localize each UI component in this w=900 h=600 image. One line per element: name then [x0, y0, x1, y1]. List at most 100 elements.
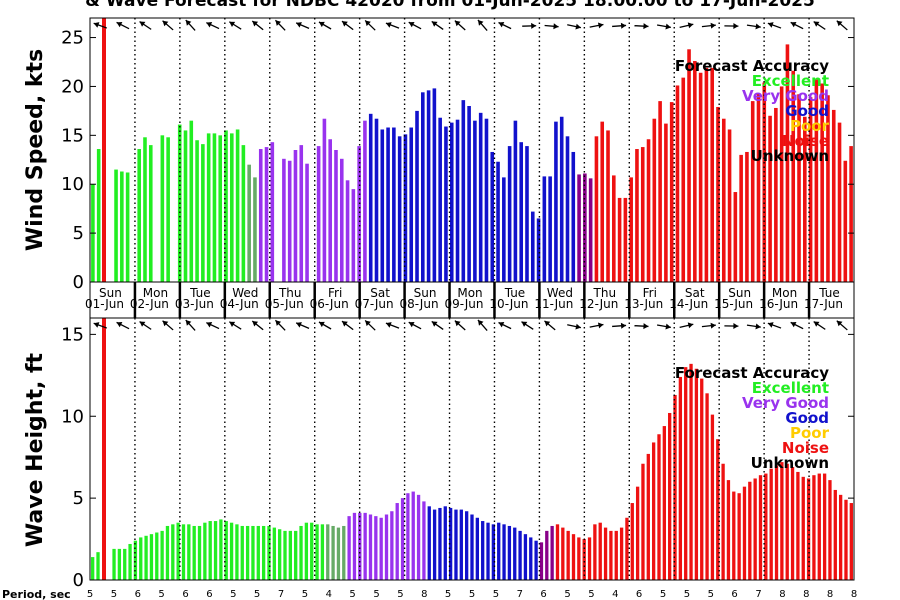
bar — [646, 139, 651, 282]
bar — [756, 93, 761, 282]
bar — [213, 521, 218, 580]
bar — [218, 135, 223, 282]
bar — [195, 140, 199, 282]
bar — [606, 130, 610, 282]
bar — [278, 529, 282, 580]
bar — [774, 465, 779, 581]
bar — [681, 77, 686, 282]
bar — [588, 178, 593, 282]
bar — [630, 503, 634, 580]
bar — [571, 534, 576, 580]
bar — [143, 137, 147, 282]
bar — [422, 501, 426, 580]
bar — [753, 478, 757, 580]
bar — [548, 176, 552, 282]
bar — [144, 535, 148, 580]
bar — [455, 119, 460, 282]
bar — [358, 512, 362, 580]
day-of-week-label: Sat — [370, 286, 390, 300]
bar — [803, 116, 807, 282]
direction-arrow — [228, 21, 242, 30]
legend-item: Very Good — [742, 394, 829, 412]
bar — [125, 172, 130, 282]
bar — [530, 211, 535, 282]
day-date-label: 05-Jun — [265, 297, 304, 311]
direction-arrow — [431, 20, 444, 30]
bar — [484, 118, 489, 283]
bar — [448, 507, 453, 580]
day-date-label: 11-Jun — [534, 297, 573, 311]
direction-arrow — [364, 319, 376, 331]
day-of-week-label: Sun — [414, 286, 437, 300]
direction-arrow — [318, 21, 332, 30]
y-tick-label: 10 — [61, 174, 84, 195]
bar — [415, 110, 419, 282]
bar — [192, 525, 196, 580]
period-value: 7 — [755, 589, 761, 600]
bar — [315, 524, 319, 580]
bar — [149, 534, 154, 580]
bar — [635, 149, 639, 282]
direction-arrow — [589, 322, 604, 329]
direction-arrow — [790, 321, 804, 330]
bar — [502, 177, 506, 282]
day-date-label: 09-Jun — [444, 297, 483, 311]
bar — [219, 519, 223, 580]
bar — [363, 512, 367, 580]
bar — [646, 453, 650, 580]
bar — [400, 498, 405, 581]
bar — [785, 44, 790, 283]
bar — [326, 524, 330, 580]
bar — [635, 486, 640, 580]
direction-arrow — [701, 22, 716, 29]
bar — [363, 120, 367, 282]
wave-bars — [91, 318, 853, 581]
bar — [559, 116, 564, 282]
bar — [657, 434, 661, 580]
day-date-label: 17-Jun — [804, 297, 843, 311]
legend-item: Poor — [790, 424, 830, 442]
bar — [812, 475, 816, 580]
day-of-week-label: Fri — [643, 286, 657, 300]
bar — [395, 503, 399, 580]
bar — [737, 493, 741, 580]
direction-arrow — [408, 321, 422, 330]
wind-panel: 0 5 10 15 20 25 Wind Speed, kts Forecast Accu… — [23, 17, 855, 293]
bar — [139, 537, 143, 580]
bar — [352, 512, 357, 580]
bar — [785, 463, 789, 580]
bar — [449, 122, 454, 283]
bar — [678, 376, 683, 580]
bar — [411, 491, 415, 580]
bar — [331, 525, 335, 580]
direction-arrow — [498, 21, 512, 30]
legend-title: Forecast Accuracy — [675, 364, 829, 382]
bar — [623, 197, 628, 282]
direction-arrow — [679, 322, 694, 329]
direction-arrow — [385, 322, 400, 329]
legend-item: Noise — [782, 132, 829, 150]
wave-ylabel: Wave Height, ft — [23, 352, 48, 547]
direction-arrow — [724, 23, 739, 30]
bar — [545, 530, 549, 581]
y-tick-label: 10 — [61, 406, 84, 427]
bar — [704, 67, 709, 283]
day-date-label: 07-Jun — [355, 297, 394, 311]
bar — [617, 197, 622, 282]
wind-plot-area — [90, 18, 854, 282]
bar — [583, 173, 587, 282]
direction-arrow — [813, 20, 826, 30]
direction-arrow — [477, 19, 488, 31]
day-of-week-label: Wed — [547, 286, 573, 300]
day-strip-frame — [89, 281, 855, 319]
bar — [438, 117, 442, 282]
bar — [593, 524, 597, 580]
direction-arrow — [341, 320, 354, 331]
period-value: 5 — [588, 589, 594, 600]
direction-arrow — [408, 21, 422, 30]
bar — [148, 145, 153, 282]
bar — [502, 524, 506, 580]
bar — [716, 106, 720, 282]
bar — [513, 120, 518, 282]
day-of-week-label: Fri — [328, 286, 342, 300]
